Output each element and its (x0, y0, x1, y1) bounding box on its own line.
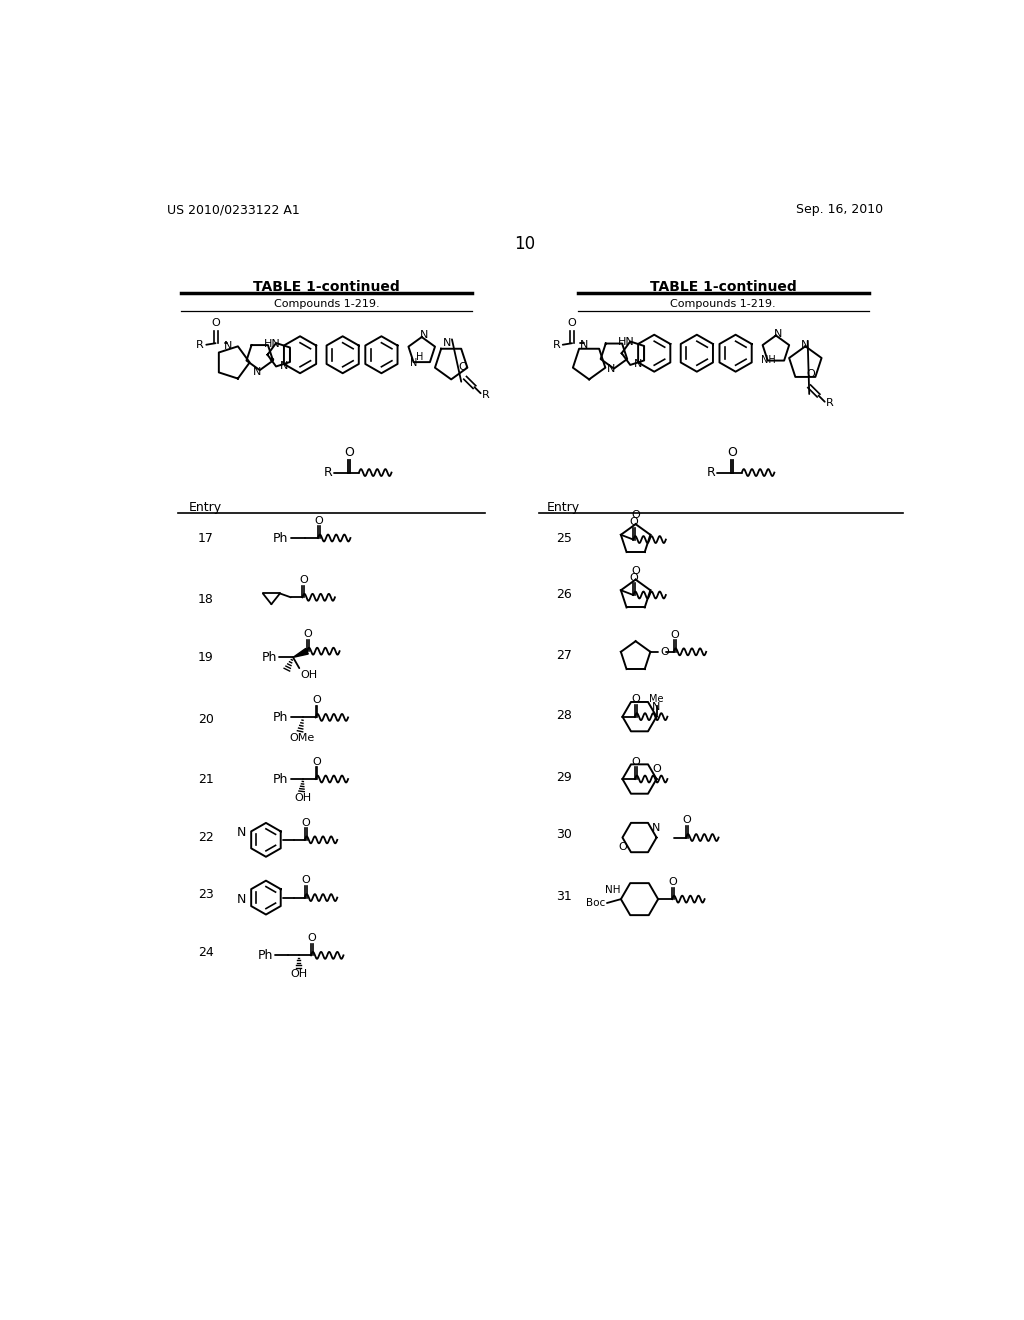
Text: O: O (312, 696, 321, 705)
Text: O: O (630, 517, 639, 527)
Text: HN: HN (264, 339, 281, 348)
Text: R: R (826, 399, 834, 408)
Text: OH: OH (301, 669, 317, 680)
Text: NH: NH (761, 355, 775, 366)
Text: O: O (303, 628, 312, 639)
Text: R: R (324, 466, 333, 479)
Text: Me: Me (648, 694, 663, 705)
Text: 23: 23 (198, 887, 213, 900)
Text: O: O (312, 756, 321, 767)
Text: O: O (301, 817, 310, 828)
Text: 30: 30 (557, 829, 572, 841)
Text: R: R (482, 389, 489, 400)
Text: N: N (652, 702, 660, 711)
Text: O: O (211, 318, 220, 327)
Text: TABLE 1-continued: TABLE 1-continued (253, 280, 399, 294)
Text: Entry: Entry (188, 502, 221, 513)
Text: R: R (707, 466, 716, 479)
Text: 31: 31 (557, 890, 572, 903)
Text: O: O (630, 573, 639, 582)
Text: O: O (631, 511, 640, 520)
Text: N: N (801, 339, 810, 350)
Text: Ph: Ph (261, 651, 276, 664)
Text: 29: 29 (557, 771, 572, 784)
Text: R: R (197, 339, 204, 350)
Text: O: O (301, 875, 310, 886)
Text: O: O (683, 816, 691, 825)
Text: N: N (238, 826, 247, 840)
Text: O: O (314, 516, 324, 525)
Text: OH: OH (295, 793, 311, 803)
Text: HN: HN (617, 338, 635, 347)
Text: N: N (581, 339, 589, 350)
Text: N: N (411, 358, 418, 368)
Text: 28: 28 (557, 709, 572, 722)
Text: N: N (420, 330, 428, 341)
Text: OH: OH (291, 969, 308, 979)
Text: 22: 22 (198, 830, 213, 843)
Text: O: O (669, 876, 677, 887)
Text: Compounds 1-219.: Compounds 1-219. (671, 298, 776, 309)
Text: Sep. 16, 2010: Sep. 16, 2010 (796, 203, 883, 216)
Text: Ph: Ph (273, 711, 289, 723)
Polygon shape (293, 648, 308, 657)
Text: O: O (567, 318, 577, 327)
Text: 24: 24 (198, 946, 213, 960)
Text: O: O (307, 933, 316, 942)
Text: 19: 19 (198, 651, 213, 664)
Text: O: O (631, 566, 640, 576)
Text: N: N (253, 367, 261, 376)
Text: Ph: Ph (273, 532, 289, 545)
Text: N: N (652, 822, 660, 833)
Text: O: O (727, 446, 737, 459)
Text: N: N (443, 338, 452, 348)
Text: O: O (652, 764, 660, 775)
Text: 17: 17 (198, 532, 214, 545)
Text: 18: 18 (198, 594, 214, 606)
Text: N: N (606, 363, 615, 374)
Text: N: N (774, 329, 782, 339)
Text: Entry: Entry (547, 502, 580, 513)
Text: OMe: OMe (289, 733, 314, 743)
Text: 26: 26 (557, 589, 572, 601)
Text: 21: 21 (198, 774, 213, 785)
Text: O: O (632, 756, 640, 767)
Text: NH: NH (605, 886, 621, 895)
Text: N: N (237, 894, 246, 907)
Text: R: R (553, 339, 560, 350)
Text: 25: 25 (557, 532, 572, 545)
Text: O: O (660, 647, 670, 657)
Text: N: N (634, 359, 642, 370)
Text: Compounds 1-219.: Compounds 1-219. (273, 298, 379, 309)
Text: Ph: Ph (258, 949, 273, 962)
Text: O: O (670, 630, 679, 639)
Text: O: O (299, 576, 307, 585)
Text: TABLE 1-continued: TABLE 1-continued (650, 280, 797, 294)
Text: 20: 20 (198, 713, 214, 726)
Text: 27: 27 (557, 649, 572, 661)
Text: Boc: Boc (586, 898, 605, 908)
Text: N: N (224, 341, 232, 351)
Text: 10: 10 (514, 235, 536, 253)
Text: US 2010/0233122 A1: US 2010/0233122 A1 (167, 203, 299, 216)
Text: Ph: Ph (273, 772, 289, 785)
Text: O: O (618, 842, 627, 853)
Text: O: O (344, 446, 354, 459)
Text: O: O (632, 694, 640, 705)
Text: O: O (459, 362, 467, 372)
Text: H: H (416, 352, 423, 362)
Text: N: N (280, 360, 288, 371)
Text: O: O (807, 368, 815, 379)
